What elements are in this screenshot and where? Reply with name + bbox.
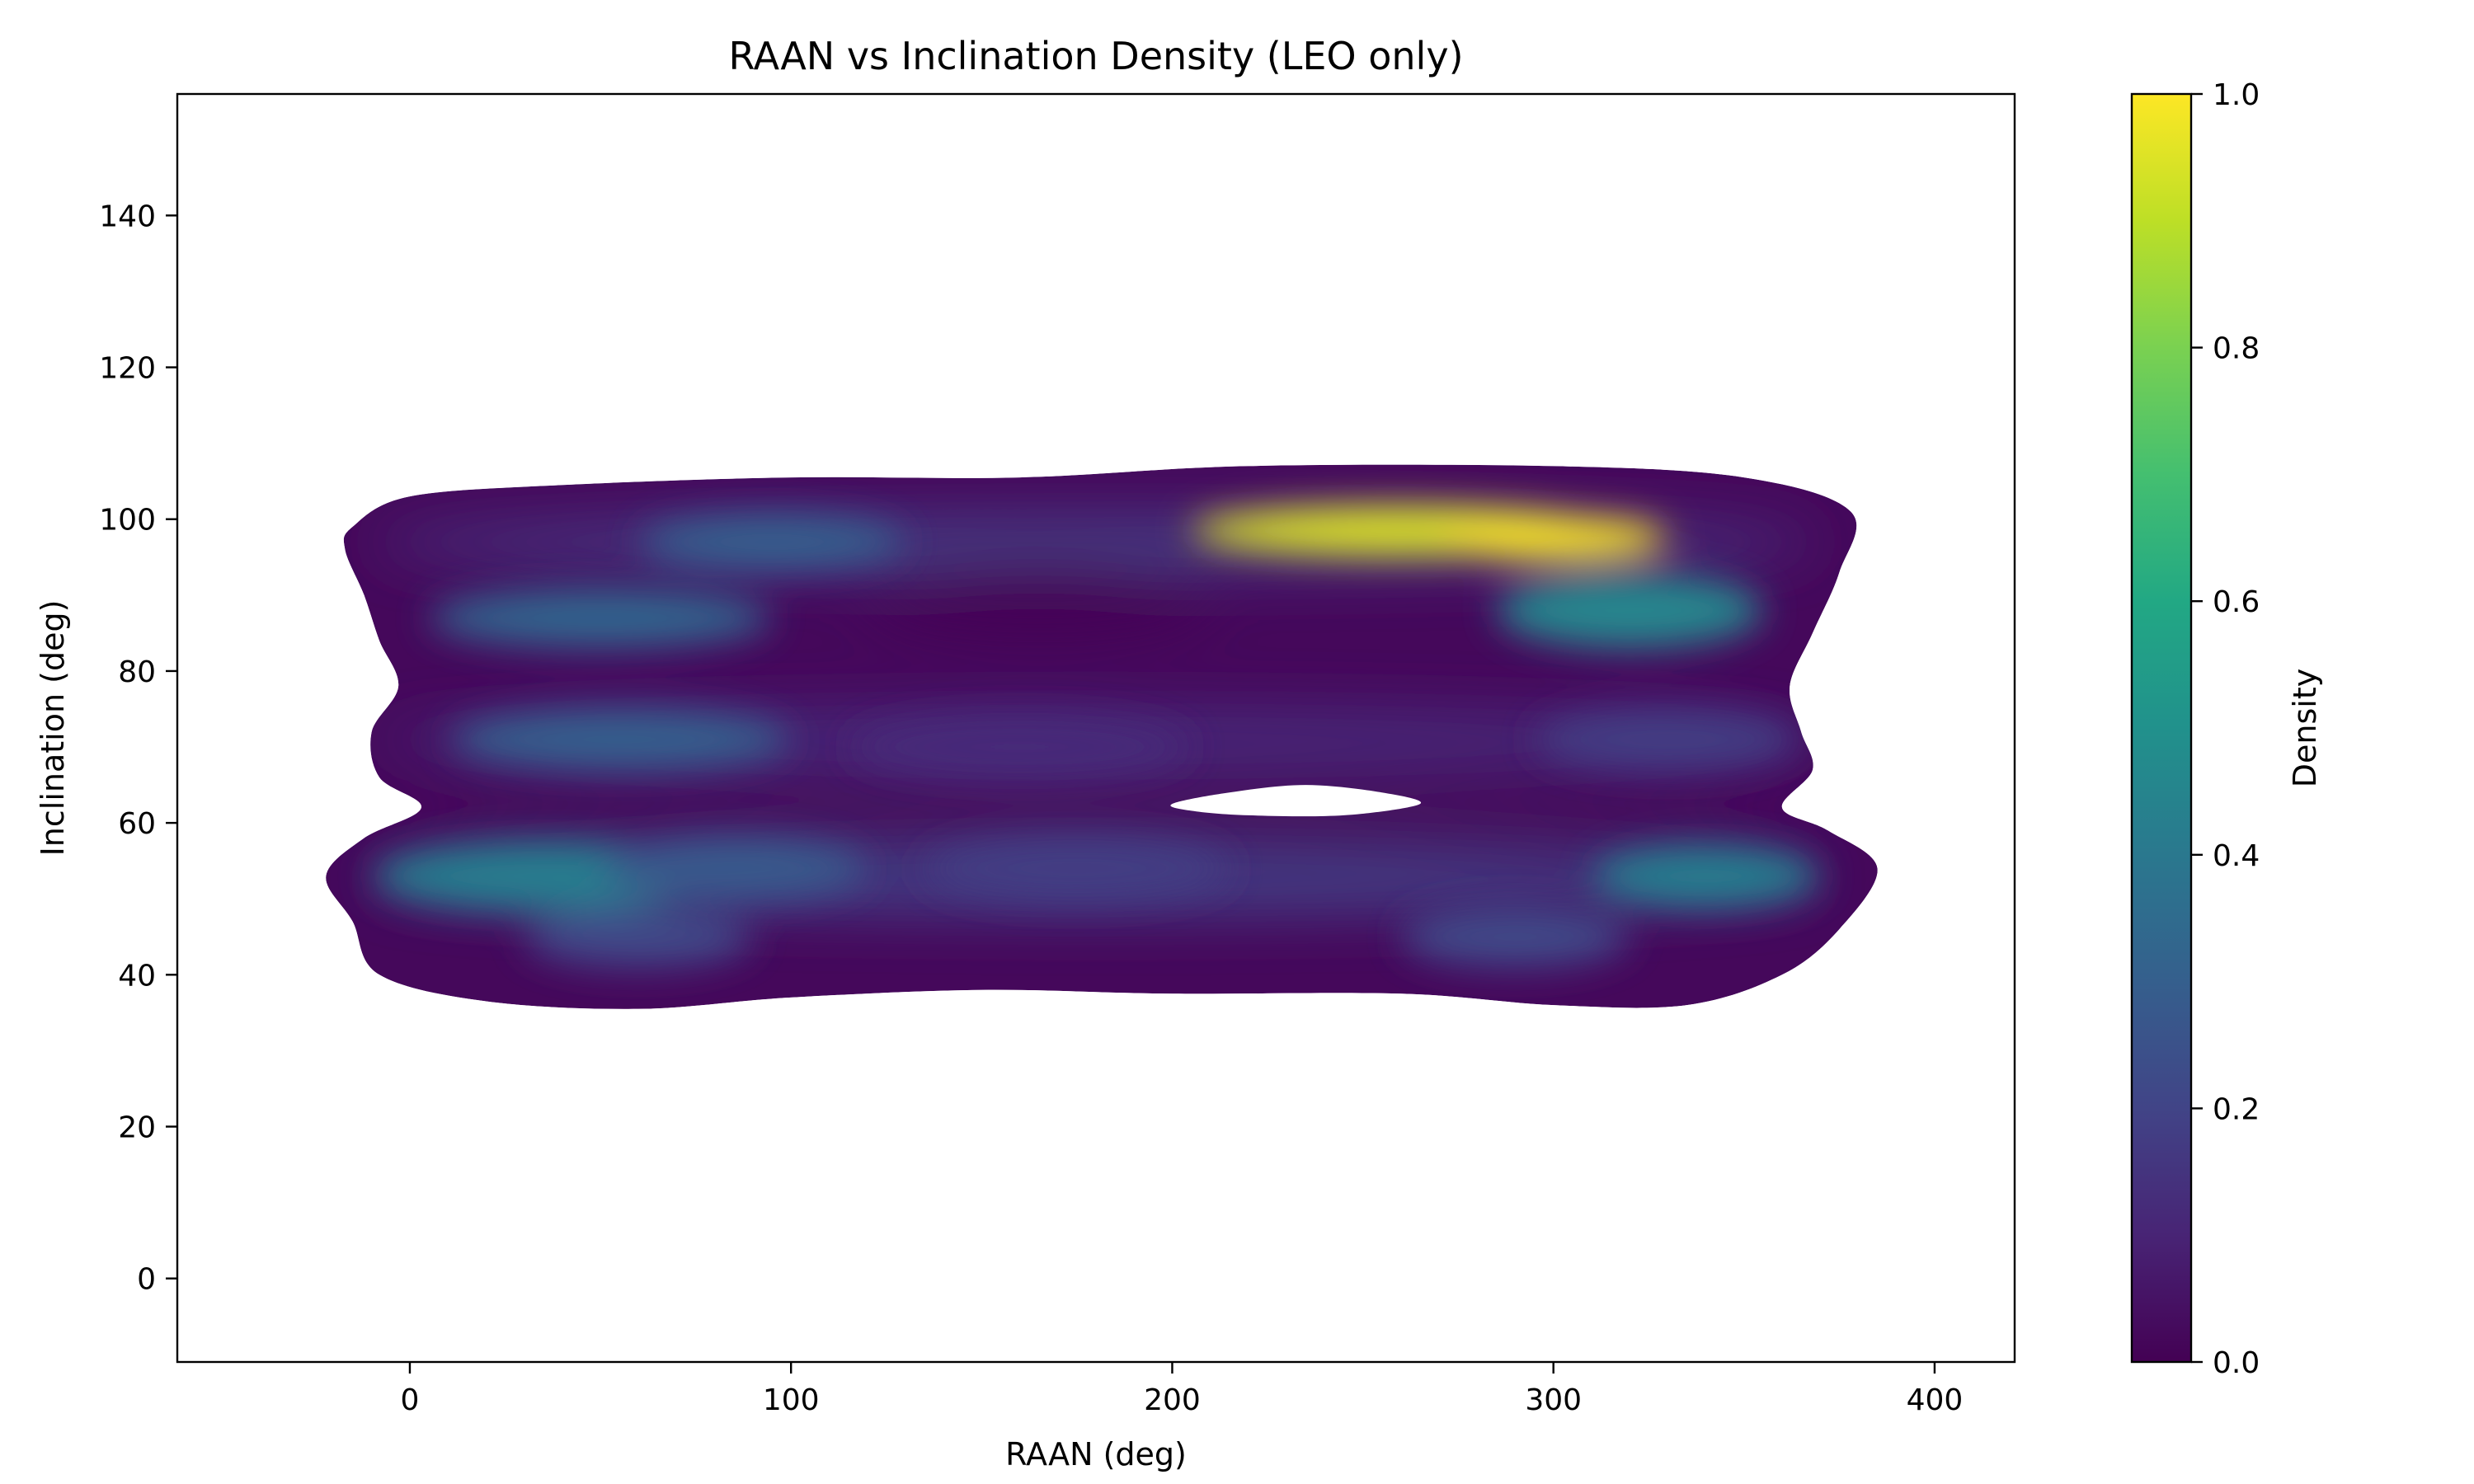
density-cluster — [524, 906, 753, 968]
density-cluster — [448, 708, 792, 770]
y-tick-label: 80 — [118, 655, 156, 689]
colorbar-tick-label: 0.0 — [2213, 1346, 2260, 1380]
colorbar: 0.0 0.2 0.4 0.6 0.8 1.0 — [2130, 78, 2260, 1380]
x-axis-label: RAAN (deg) — [1005, 1436, 1187, 1472]
density-cluster — [924, 838, 1230, 899]
density-cluster — [1496, 572, 1763, 649]
x-axis: 0 100 200 300 400 — [401, 1362, 1964, 1417]
y-tick-label: 100 — [99, 504, 156, 538]
y-tick-label: 40 — [118, 959, 156, 993]
y-tick-label: 60 — [118, 807, 156, 841]
y-tick-label: 120 — [99, 352, 156, 386]
y-tick-label: 140 — [99, 200, 156, 233]
y-tick-label: 20 — [118, 1111, 156, 1145]
density-cluster — [429, 587, 773, 649]
density-cluster — [1400, 906, 1630, 968]
colorbar-tick-label: 0.2 — [2213, 1092, 2260, 1126]
y-tick-label: 0 — [137, 1263, 156, 1297]
y-axis-label: Inclination (deg) — [35, 600, 71, 857]
x-tick-label: 300 — [1525, 1383, 1582, 1417]
density-cluster — [1534, 708, 1802, 770]
colorbar-tick-label: 0.8 — [2213, 332, 2260, 366]
density-cluster — [600, 838, 868, 899]
x-tick-label: 100 — [763, 1383, 820, 1417]
y-axis: 0 20 40 60 80 100 120 140 — [99, 200, 177, 1297]
x-tick-label: 0 — [401, 1383, 420, 1417]
colorbar-tick-label: 0.4 — [2213, 839, 2260, 873]
density-cluster — [1439, 516, 1668, 560]
chart-title: RAAN vs Inclination Density (LEO only) — [728, 34, 1463, 78]
density-field — [326, 464, 1878, 1009]
density-cluster — [848, 716, 1192, 777]
plot-area — [176, 92, 2016, 1364]
colorbar-tick-label: 1.0 — [2213, 78, 2260, 112]
colorbar-label: Density — [2287, 669, 2323, 787]
colorbar-tick-label: 0.6 — [2213, 585, 2260, 619]
density-hole — [1170, 785, 1422, 817]
x-tick-label: 200 — [1144, 1383, 1201, 1417]
x-tick-label: 400 — [1907, 1383, 1964, 1417]
density-trough — [409, 792, 1783, 831]
plot-frame — [176, 92, 2016, 1364]
colorbar-gradient — [2130, 92, 2193, 1364]
density-trough — [867, 564, 1211, 633]
density-cluster — [1591, 845, 1821, 907]
density-cluster — [638, 515, 905, 569]
